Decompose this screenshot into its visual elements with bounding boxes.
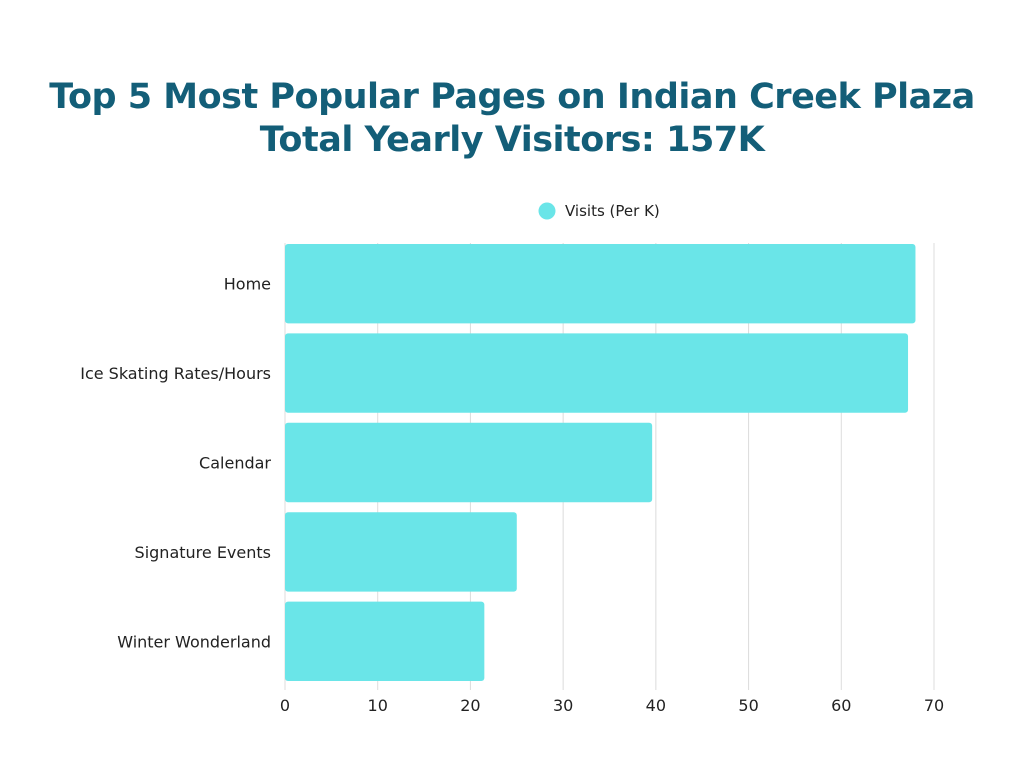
legend-label: Visits (Per K) bbox=[565, 202, 660, 220]
category-label: Home bbox=[224, 275, 271, 294]
legend: Visits (Per K) bbox=[538, 202, 660, 220]
category-label: Ice Skating Rates/Hours bbox=[80, 364, 271, 383]
bar bbox=[285, 333, 909, 413]
bar bbox=[285, 512, 517, 592]
chart-title-line: Top 5 Most Popular Pages on Indian Creek… bbox=[49, 77, 975, 117]
bars bbox=[285, 244, 916, 681]
x-tick-labels: 0 10 20 30 40 50 60 70 bbox=[280, 696, 944, 715]
category-label: Signature Events bbox=[135, 543, 271, 562]
bar bbox=[285, 422, 653, 503]
category-label: Calendar bbox=[199, 454, 271, 473]
bar bbox=[285, 601, 485, 681]
x-tick-label: 30 bbox=[553, 696, 573, 715]
chart-title: Top 5 Most Popular Pages on Indian Creek… bbox=[0, 76, 1024, 162]
x-tick-label: 70 bbox=[924, 696, 944, 715]
x-tick-label: 0 bbox=[280, 696, 290, 715]
x-tick-label: 10 bbox=[368, 696, 388, 715]
x-tick-label: 40 bbox=[646, 696, 666, 715]
chart-subtitle: Total Yearly Visitors: 157K bbox=[259, 120, 765, 160]
x-tick-label: 20 bbox=[460, 696, 480, 715]
legend-swatch bbox=[538, 202, 556, 220]
x-tick-label: 50 bbox=[738, 696, 758, 715]
x-tick-label: 60 bbox=[831, 696, 851, 715]
category-labels: Home Ice Skating Rates/Hours Calendar Signa… bbox=[80, 275, 271, 652]
category-label: Winter Wonderland bbox=[117, 632, 271, 651]
bar bbox=[285, 244, 916, 324]
